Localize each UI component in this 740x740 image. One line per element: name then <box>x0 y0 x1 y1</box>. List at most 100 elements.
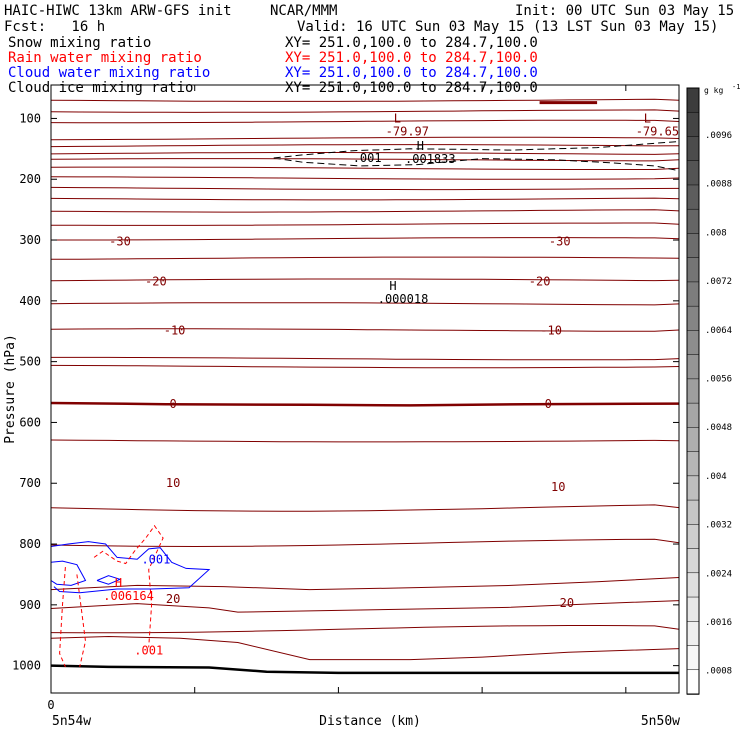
colorbar-label: .004 <box>705 472 727 482</box>
colorbar-cell <box>686 499 700 526</box>
colorbar-label: .0088 <box>705 180 732 190</box>
colorbar: .0096 .0088 .008 .0072 .0064 .0056 .0048 .004 .0… <box>686 83 740 695</box>
isotherm-label: -20 <box>145 274 167 288</box>
isotherm-line <box>50 538 680 548</box>
isotherm-line <box>50 144 680 148</box>
colorbar-cell <box>686 160 700 186</box>
colorbar-label: .0024 <box>705 569 732 579</box>
isotherm-line <box>50 209 680 213</box>
isotherm-line <box>50 109 680 113</box>
colorbar-cell <box>686 524 700 550</box>
cloud-water-contour <box>50 541 211 594</box>
colorbar-label: .0008 <box>705 667 732 677</box>
colorbar-cell <box>686 475 700 501</box>
y-tick-label: 100 <box>19 111 41 125</box>
forecast-hour: Fcst: 16 h <box>4 19 106 35</box>
isotherm-line <box>50 222 680 226</box>
isotherm-line <box>50 197 680 201</box>
isotherm-line <box>50 328 680 332</box>
isotherm-line <box>50 176 680 180</box>
field-cloudice-name: Cloud ice mixing ratio <box>8 80 194 96</box>
isotherm-line <box>51 356 680 361</box>
contour-label: .001 <box>141 552 170 566</box>
hydrometeor-contours <box>50 141 680 668</box>
plot-frame <box>50 84 680 694</box>
y-tick-label: 600 <box>19 415 41 429</box>
colorbar-cell <box>686 87 700 113</box>
isotherm-line <box>50 278 680 282</box>
cloud-ice-contour <box>273 141 680 172</box>
x-tick-zero: 0 <box>47 698 54 712</box>
contour-label: .001 <box>353 151 382 165</box>
high-marker: H <box>389 279 396 293</box>
isotherm-line <box>50 635 680 661</box>
y-tick-label: 700 <box>19 476 41 490</box>
extremum-value: .006164 <box>103 589 154 603</box>
isotherm-contours <box>50 98 680 661</box>
colorbar-label: .0048 <box>705 423 732 433</box>
rain-water-contour <box>59 567 66 668</box>
isotherm-label: 10 <box>551 480 565 494</box>
isotherm-line <box>51 237 680 241</box>
field-cloudice-xy: XY= 251.0,100.0 to 284.7,100.0 <box>285 80 538 96</box>
isotherm-label: 0 <box>170 397 177 411</box>
low-marker: L <box>394 112 401 126</box>
colorbar-cell <box>686 354 700 380</box>
cloud-water-contour <box>96 575 122 585</box>
x-axis-title: Distance (km) <box>319 714 421 729</box>
isotherm-line <box>50 577 680 591</box>
extremum-value: -79.97 <box>386 125 429 139</box>
colorbar-cell <box>686 281 700 307</box>
isotherm-label: -10 <box>540 324 562 338</box>
field-snow-xy: XY= 251.0,100.0 to 284.7,100.0 <box>285 35 538 51</box>
colorbar-cell <box>686 233 700 259</box>
isotherm-label: 20 <box>166 592 180 606</box>
isotherm-label: -30 <box>549 234 571 248</box>
isotherm-line <box>50 119 680 124</box>
colorbar-cell <box>686 427 700 453</box>
colorbar-cell <box>686 136 700 162</box>
x-left-label: 5n54w <box>52 714 91 729</box>
field-rain-name: Rain water mixing ratio <box>8 50 202 66</box>
contour-value-labels: .001 .001 .001 <box>134 151 381 657</box>
valid-time: Valid: 16 UTC Sun 03 May 15 (13 LST Sun … <box>297 19 719 35</box>
field-snow-name: Snow mixing ratio <box>8 35 152 51</box>
rain-water-contour <box>93 524 164 648</box>
colorbar-label: .0056 <box>705 375 732 385</box>
colorbar-unit-exponent: -1 <box>732 83 740 91</box>
contour-label: .001 <box>134 644 163 658</box>
isotherm-label: 10 <box>166 476 180 490</box>
surface-line <box>50 664 679 675</box>
colorbar-cell <box>686 184 700 210</box>
isotherm-line <box>50 625 680 634</box>
colorbar-label: .0064 <box>705 326 732 336</box>
isotherm-line <box>50 302 680 306</box>
field-cloudwater-xy: XY= 251.0,100.0 to 284.7,100.0 <box>285 65 538 81</box>
isotherm-line <box>50 504 680 512</box>
cloud-water-contour <box>50 560 87 586</box>
isotherm-label: -30 <box>109 234 131 248</box>
freezing-level-line <box>50 401 680 407</box>
init-time: Init: 00 UTC Sun 03 May 15 <box>515 3 735 19</box>
y-tick-label: 300 <box>19 233 41 247</box>
colorbar-cell <box>686 669 700 695</box>
extremum-value: .000018 <box>378 292 429 306</box>
isotherm-label: 0 <box>545 397 552 411</box>
colorbar-cell <box>686 621 700 647</box>
y-tick-label: 500 <box>19 355 41 369</box>
extremum-value: -79.65 <box>636 125 679 139</box>
colorbar-cell <box>686 451 700 477</box>
isotherm-line <box>50 256 680 260</box>
colorbar-cell <box>686 257 700 283</box>
isotherm-line <box>50 186 680 191</box>
colorbar-label: .008 <box>705 228 727 238</box>
low-marker: L <box>644 112 651 126</box>
isotherm-line <box>50 136 680 141</box>
y-tick-label: 1000 <box>12 659 41 673</box>
colorbar-label: .0072 <box>705 277 732 287</box>
y-tick-label: 900 <box>19 598 41 612</box>
rain-water-contour <box>76 574 87 668</box>
org-label: NCAR/MMM <box>270 3 338 19</box>
colorbar-cell <box>686 548 700 574</box>
